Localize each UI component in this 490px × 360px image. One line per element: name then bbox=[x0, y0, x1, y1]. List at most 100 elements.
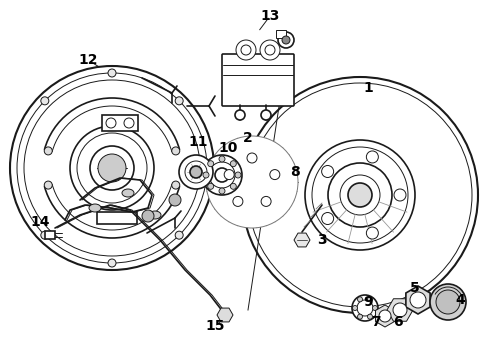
Ellipse shape bbox=[89, 204, 101, 212]
Circle shape bbox=[394, 189, 406, 201]
Polygon shape bbox=[294, 233, 310, 247]
Circle shape bbox=[106, 118, 116, 128]
Circle shape bbox=[202, 155, 242, 195]
Circle shape bbox=[230, 161, 236, 167]
Circle shape bbox=[44, 181, 52, 189]
Circle shape bbox=[248, 83, 472, 307]
Circle shape bbox=[367, 227, 378, 239]
FancyBboxPatch shape bbox=[102, 115, 138, 131]
FancyBboxPatch shape bbox=[97, 212, 137, 224]
Text: 13: 13 bbox=[260, 9, 280, 23]
Circle shape bbox=[358, 314, 363, 319]
Text: 5: 5 bbox=[410, 281, 420, 295]
Circle shape bbox=[190, 166, 202, 178]
Circle shape bbox=[10, 66, 214, 270]
Circle shape bbox=[367, 151, 378, 163]
Text: 4: 4 bbox=[455, 293, 465, 307]
Circle shape bbox=[224, 170, 234, 180]
Circle shape bbox=[208, 183, 214, 189]
Circle shape bbox=[282, 36, 290, 44]
Circle shape bbox=[358, 297, 363, 302]
Circle shape bbox=[241, 45, 251, 55]
Circle shape bbox=[379, 310, 391, 322]
Circle shape bbox=[41, 97, 49, 105]
Circle shape bbox=[108, 259, 116, 267]
Text: 2: 2 bbox=[243, 131, 253, 145]
Circle shape bbox=[278, 32, 294, 48]
Text: 7: 7 bbox=[371, 315, 381, 329]
Circle shape bbox=[260, 40, 280, 60]
Circle shape bbox=[175, 97, 183, 105]
Circle shape bbox=[77, 133, 147, 203]
Circle shape bbox=[230, 183, 236, 189]
Circle shape bbox=[90, 146, 134, 190]
Circle shape bbox=[70, 126, 154, 210]
Circle shape bbox=[215, 168, 229, 182]
FancyBboxPatch shape bbox=[222, 54, 294, 106]
Circle shape bbox=[208, 161, 214, 167]
Circle shape bbox=[436, 290, 460, 314]
Circle shape bbox=[44, 147, 52, 155]
Circle shape bbox=[172, 147, 180, 155]
Circle shape bbox=[352, 306, 358, 310]
Polygon shape bbox=[406, 286, 430, 314]
Circle shape bbox=[270, 170, 280, 180]
Text: 1: 1 bbox=[363, 81, 373, 95]
Circle shape bbox=[340, 175, 380, 215]
Text: 10: 10 bbox=[219, 141, 238, 155]
Circle shape bbox=[242, 77, 478, 313]
Text: 11: 11 bbox=[188, 135, 208, 149]
Circle shape bbox=[203, 172, 209, 178]
Circle shape bbox=[172, 181, 180, 189]
Circle shape bbox=[372, 306, 377, 310]
Ellipse shape bbox=[122, 189, 134, 197]
Circle shape bbox=[321, 166, 334, 177]
Circle shape bbox=[219, 156, 225, 162]
Circle shape bbox=[108, 69, 116, 77]
Text: 14: 14 bbox=[30, 215, 50, 229]
Circle shape bbox=[261, 197, 271, 206]
Circle shape bbox=[312, 147, 408, 243]
Text: 3: 3 bbox=[317, 233, 327, 247]
Circle shape bbox=[410, 292, 426, 308]
Circle shape bbox=[328, 163, 392, 227]
Circle shape bbox=[368, 314, 372, 319]
Circle shape bbox=[305, 140, 415, 250]
Polygon shape bbox=[375, 305, 394, 327]
Circle shape bbox=[142, 210, 154, 222]
Polygon shape bbox=[387, 299, 413, 321]
Circle shape bbox=[247, 153, 257, 163]
Bar bbox=[45, 231, 55, 239]
Text: 8: 8 bbox=[290, 165, 300, 179]
Circle shape bbox=[209, 162, 235, 188]
Circle shape bbox=[17, 73, 207, 263]
Circle shape bbox=[179, 155, 213, 189]
Text: 15: 15 bbox=[205, 319, 225, 333]
Circle shape bbox=[206, 136, 298, 228]
Polygon shape bbox=[217, 308, 233, 322]
Circle shape bbox=[235, 110, 245, 120]
Text: 6: 6 bbox=[393, 315, 403, 329]
Circle shape bbox=[237, 167, 267, 197]
Circle shape bbox=[41, 231, 49, 239]
Circle shape bbox=[185, 161, 207, 183]
Circle shape bbox=[24, 80, 200, 256]
Circle shape bbox=[321, 212, 334, 225]
Text: 12: 12 bbox=[78, 53, 98, 67]
Circle shape bbox=[368, 297, 372, 302]
Circle shape bbox=[265, 45, 275, 55]
Circle shape bbox=[124, 118, 134, 128]
Circle shape bbox=[236, 40, 256, 60]
Bar bbox=[276, 30, 286, 38]
Circle shape bbox=[348, 183, 372, 207]
Circle shape bbox=[357, 300, 373, 316]
Circle shape bbox=[393, 303, 407, 317]
Circle shape bbox=[261, 110, 271, 120]
Circle shape bbox=[235, 172, 241, 178]
Ellipse shape bbox=[149, 211, 161, 219]
Circle shape bbox=[222, 152, 282, 212]
Circle shape bbox=[430, 284, 466, 320]
Circle shape bbox=[169, 194, 181, 206]
Circle shape bbox=[98, 154, 126, 182]
Circle shape bbox=[219, 188, 225, 194]
